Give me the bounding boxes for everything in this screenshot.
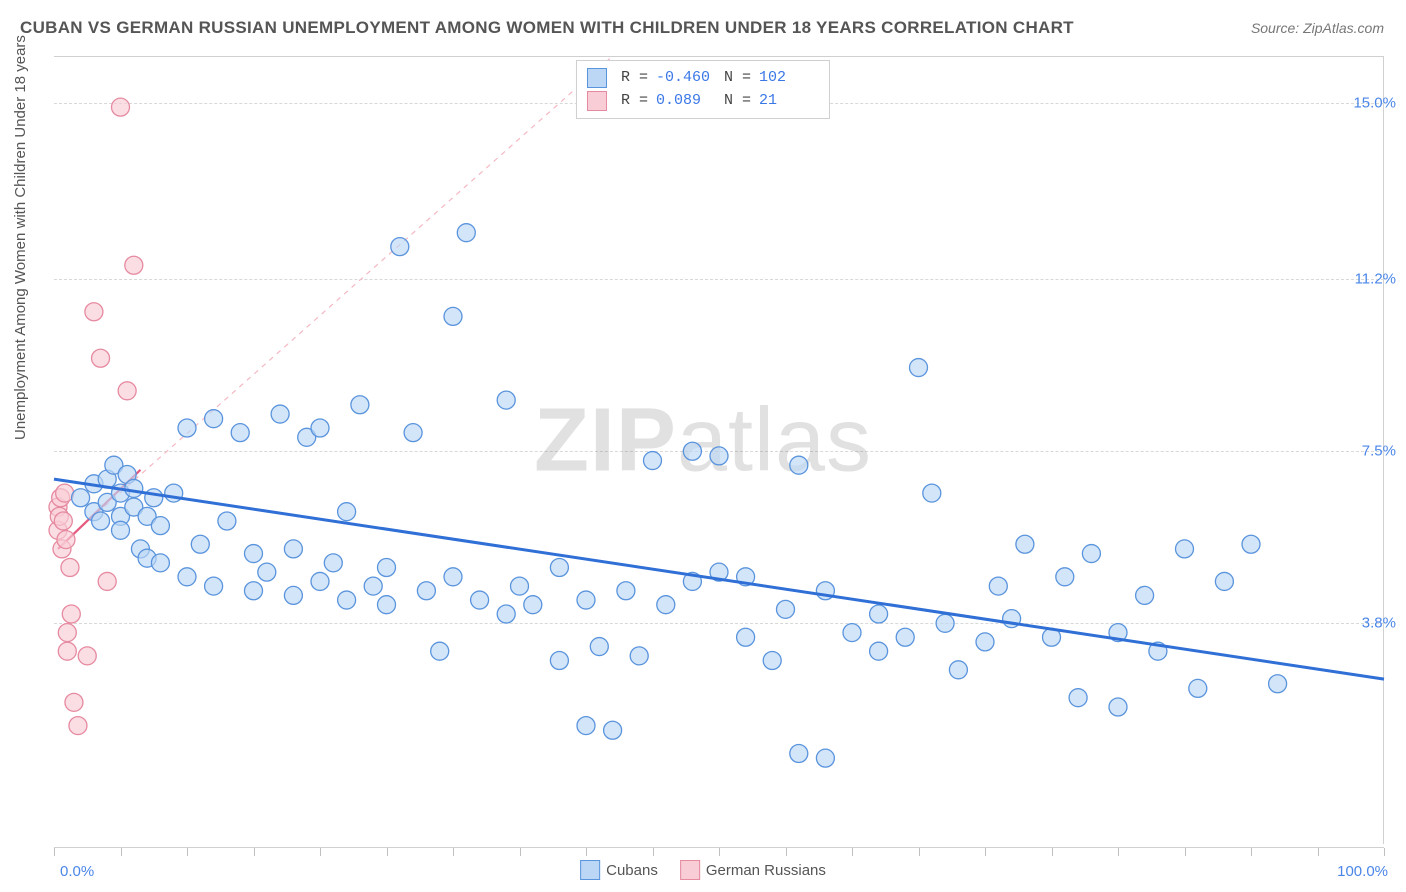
x-tick-max: 100.0%	[1337, 863, 1388, 880]
germans-swatch-icon	[587, 91, 607, 111]
cubans-R-value: -0.460	[656, 67, 716, 90]
stats-row-germans: R = 0.089 N = 21	[587, 90, 819, 113]
cubans-N-value: 102	[759, 67, 819, 90]
stats-N-label: N =	[724, 90, 751, 113]
germans-N-value: 21	[759, 90, 819, 113]
stats-legend-box: R = -0.460 N = 102 R = 0.089 N = 21	[576, 60, 830, 119]
cubans-swatch-icon	[587, 68, 607, 88]
bottom-legend: Cubans German Russians	[580, 860, 826, 880]
stats-R-label: R =	[621, 90, 648, 113]
germans-legend-label: German Russians	[706, 862, 826, 879]
chart-title: CUBAN VS GERMAN RUSSIAN UNEMPLOYMENT AMO…	[20, 18, 1074, 38]
germans-R-value: 0.089	[656, 90, 716, 113]
stats-N-label: N =	[724, 67, 751, 90]
germans-swatch-icon	[680, 860, 700, 880]
stats-R-label: R =	[621, 67, 648, 90]
scatter-svg	[54, 56, 1384, 844]
x-tick-marks	[54, 848, 1384, 856]
legend-item-germans: German Russians	[680, 860, 826, 880]
cubans-legend-label: Cubans	[606, 862, 658, 879]
source-label: Source: ZipAtlas.com	[1251, 20, 1384, 36]
y-axis-label: Unemployment Among Women with Children U…	[12, 35, 29, 440]
stats-row-cubans: R = -0.460 N = 102	[587, 67, 819, 90]
x-tick-min: 0.0%	[60, 863, 94, 880]
cubans-swatch-icon	[580, 860, 600, 880]
legend-item-cubans: Cubans	[580, 860, 658, 880]
